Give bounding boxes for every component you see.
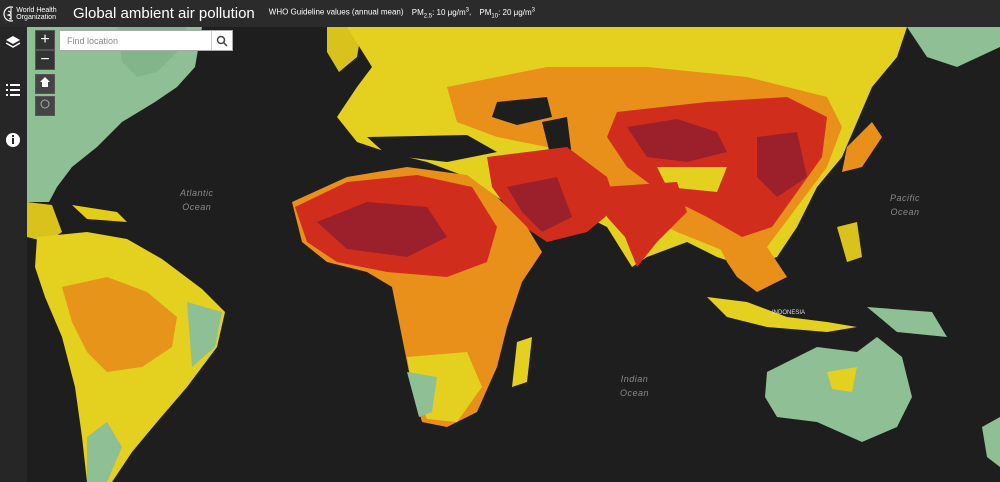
pm-value: : 20 μg/m: [498, 8, 532, 18]
southeast-asia: [717, 242, 787, 292]
pm10: PM10: 20 μg/m3: [479, 7, 535, 20]
pm-sup: 3: [531, 7, 535, 14]
central-america: [27, 202, 62, 242]
zoom-out[interactable]: −: [35, 50, 55, 70]
sep: ,: [468, 8, 472, 18]
patagonia: [87, 422, 122, 482]
sahara-dark: [317, 202, 447, 257]
who-logo: World Health Organization: [3, 5, 69, 22]
locate-icon: [40, 99, 50, 109]
north-china: [757, 132, 807, 197]
legend-button[interactable]: [6, 84, 20, 96]
ocean-label: Atlantic Ocean: [180, 186, 214, 214]
new-zealand: [982, 417, 1000, 467]
japan: [842, 122, 882, 172]
australia-interior: [827, 367, 857, 392]
mediterranean: [367, 135, 497, 162]
guideline: WHO Guideline values (annual mean) PM2.5…: [269, 7, 535, 19]
arabia-dark: [507, 177, 572, 232]
ocean-label: Indian Ocean: [620, 372, 649, 400]
info-button[interactable]: [6, 133, 20, 147]
search-button[interactable]: [211, 31, 232, 50]
pm-name: PM: [479, 8, 492, 18]
ocean-label-line: Atlantic: [180, 188, 214, 198]
ocean-label-line: Pacific: [890, 193, 921, 203]
sidebar: [0, 27, 27, 482]
philippines: [837, 222, 862, 262]
sidebar-icons: [5, 36, 21, 147]
search-icon: [216, 35, 228, 47]
new-guinea: [867, 307, 947, 337]
country-label: INDONESIA: [772, 310, 806, 316]
header: World Health Organization Global ambient…: [0, 0, 1000, 27]
ocean-label: Pacific Ocean: [890, 191, 920, 219]
ocean-label-line: Ocean: [890, 207, 920, 217]
ocean-label-line: Ocean: [182, 202, 212, 212]
pm-value: : 10 μg/m: [432, 8, 466, 18]
caribbean: [72, 205, 127, 222]
zoom-in[interactable]: +: [35, 30, 55, 50]
amazon: [62, 277, 177, 372]
map[interactable]: [27, 27, 1000, 482]
taklamakan: [627, 119, 727, 162]
madagascar: [512, 337, 532, 387]
brazil-coast: [187, 302, 222, 367]
east-siberia: [907, 27, 1000, 67]
org-name: World Health Organization: [16, 6, 57, 21]
home-button[interactable]: [35, 74, 55, 94]
locate-button[interactable]: [35, 96, 55, 116]
ocean-label-line: Ocean: [620, 388, 650, 398]
search-box[interactable]: Find location: [59, 30, 233, 51]
namibia: [407, 372, 437, 417]
indonesia-land: [707, 297, 857, 332]
pm25: PM2.5: 10 μg/m3: [411, 7, 469, 20]
pm-sub: 2.5: [423, 13, 433, 20]
pm-sup: 3: [465, 7, 469, 14]
logo-emblem: [3, 5, 14, 22]
search-input[interactable]: Find location: [67, 35, 119, 46]
scandinavia-west: [327, 27, 362, 72]
app-title: Global ambient air pollution: [73, 5, 255, 22]
black-sea: [492, 97, 552, 125]
ocean-label-line: Indian: [620, 374, 649, 384]
pm-name: PM: [411, 8, 424, 18]
india: [602, 182, 687, 267]
layers-button[interactable]: [5, 36, 21, 48]
guideline-label: WHO Guideline values (annual mean): [268, 8, 404, 18]
pm-sub: 10: [491, 13, 499, 20]
home-icon: [40, 77, 50, 87]
